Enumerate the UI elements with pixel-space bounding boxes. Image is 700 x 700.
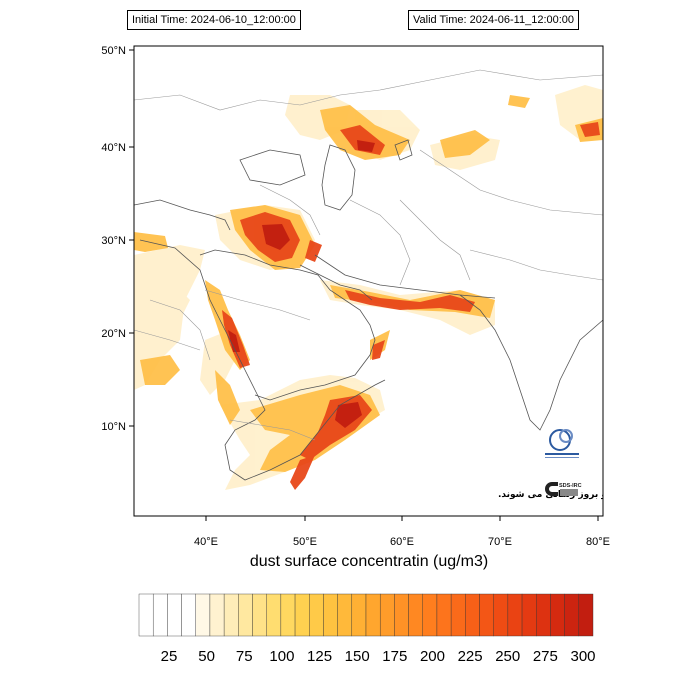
map-area: این نقشه ها صرفا با اهداف پژوهشی در پژوه… [134,46,700,516]
colorbar-cell [280,593,296,637]
colorbar-cell [436,593,452,637]
colorbar-cell [351,593,367,637]
lon-label-50e: 50°E [293,536,317,548]
colorbar-cell [536,593,551,637]
ticks [129,49,599,521]
colorbar-cell [394,593,409,637]
sds-irc-logo-icon [545,482,578,496]
colorbar-cell [450,593,466,637]
borders [134,69,603,441]
credit-text: این نقشه ها صرفا با اهداف پژوهشی در پژوه… [498,488,700,500]
colorbar-cell [550,593,565,637]
colorbar-cell [209,593,225,637]
colorbar-label: 175 [382,648,407,665]
valid-time-label: Valid Time: 2024-06-11_12:00:00 [408,10,580,30]
colorbar-cell [252,593,267,637]
colorbar-cell [238,593,253,637]
lat-label-20n: 20°N [101,328,126,340]
colorbar-cell [578,593,594,637]
colorbar-cell [266,593,282,637]
lat-label-50n: 50°N [101,45,126,57]
colorbar-label: 100 [269,648,294,665]
colorbar-label: 25 [161,648,178,665]
colorbar-label: 225 [458,648,483,665]
lon-label-40e: 40°E [194,536,218,548]
lat-label-40n: 40°N [101,142,126,154]
colorbar-label: 250 [495,648,520,665]
lat-label-30n: 30°N [101,235,126,247]
initial-time-label: Initial Time: 2024-06-10_12:00:00 [127,10,301,30]
logo-label: SDS-IRC [559,483,582,489]
colorbar-cell [479,593,494,637]
colorbar-label: 75 [236,648,253,665]
map-title: dust surface concentratin (ug/m3) [250,553,488,570]
lon-label-60e: 60°E [390,536,414,548]
colorbar [138,593,594,637]
colorbar-cell [493,593,509,637]
colorbar-cell [138,593,154,637]
colorbar-label: 50 [198,648,215,665]
institute-logo-icon [545,429,579,458]
colorbar-cell [564,593,580,637]
lon-label-70e: 70°E [488,536,512,548]
colorbar-cell [507,593,523,637]
colorbar-cell [465,593,480,637]
colorbar-label: 125 [307,648,332,665]
colorbar-cell [294,593,310,637]
colorbar-cell [365,593,381,637]
colorbar-cell [152,593,168,637]
colorbar-cell [309,593,324,637]
dust-peak [228,140,375,428]
colorbar-label: 200 [420,648,445,665]
colorbar-cell [181,593,196,637]
colorbar-cell [422,593,438,637]
colorbar-cell [323,593,338,637]
colorbar-cell [167,593,182,637]
colorbar-label: 275 [533,648,558,665]
colorbar-cell [195,593,211,637]
colorbar-cell [408,593,423,637]
colorbar-cell [379,593,395,637]
colorbar-cell [521,593,537,637]
map-frame [133,45,604,517]
coastlines [134,139,603,481]
colorbar-cell [337,593,353,637]
lat-label-10n: 10°N [101,421,126,433]
colorbar-label: 300 [570,648,595,665]
colorbar-labels: 25 50 75 100 125 150 175 200 225 250 275 300 [161,648,596,665]
colorbar-cell [223,593,239,637]
lon-label-80e: 80°E [586,536,610,548]
colorbar-label: 150 [345,648,370,665]
